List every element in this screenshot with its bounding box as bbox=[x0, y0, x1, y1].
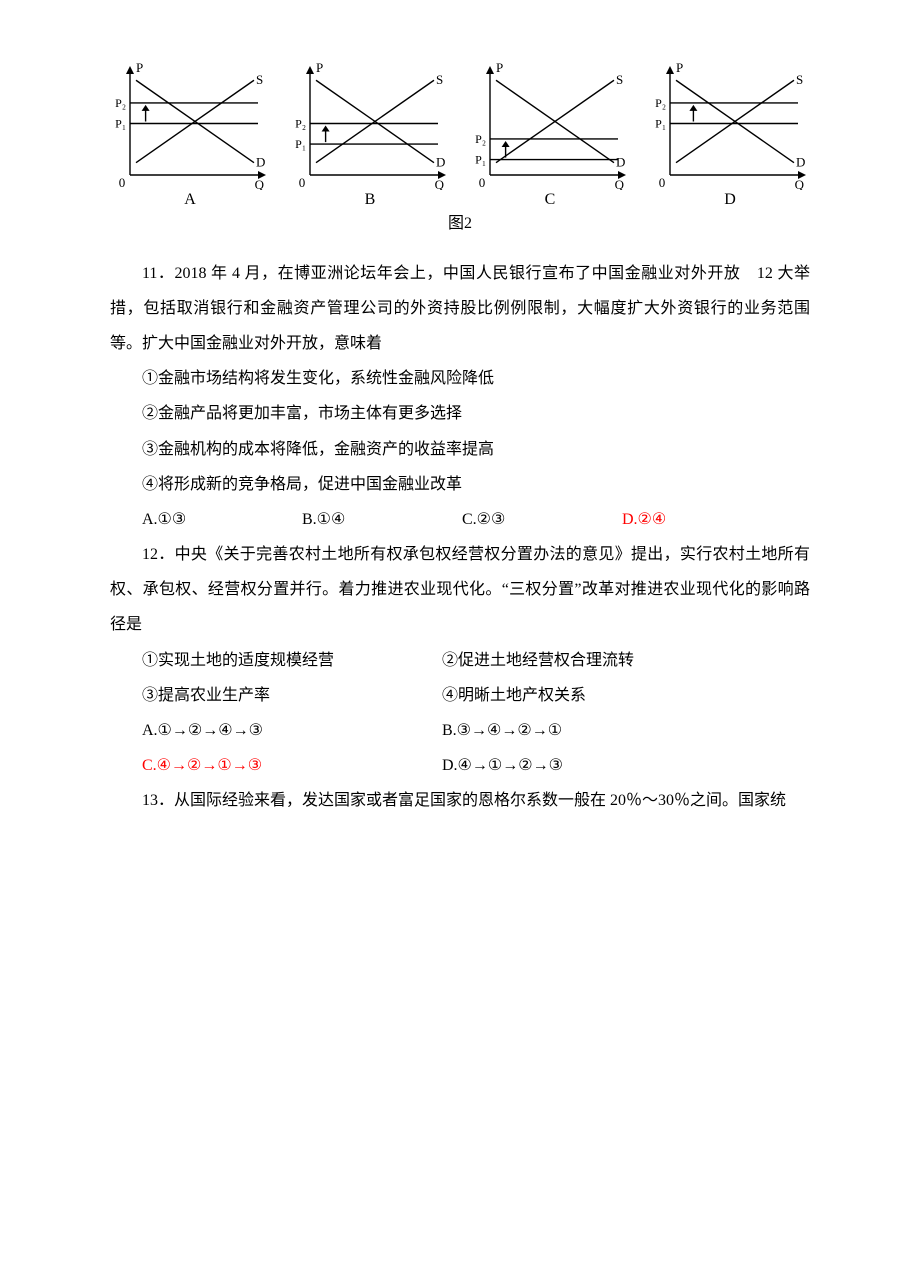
q11-choice-c: C.②③ bbox=[462, 502, 622, 537]
svg-text:P: P bbox=[136, 60, 143, 75]
exam-page: P Q 0 S D P₁ P₂ A P Q 0 S D P₁ P₂ B P Q 0 S D P₁ P₂ C P Q 0 S D P₁ P₂ D… bbox=[0, 0, 920, 859]
svg-text:D: D bbox=[436, 155, 445, 170]
figure-2-charts: P Q 0 S D P₁ P₂ A P Q 0 S D P₁ P₂ B P Q 0 S D P₁ P₂ C P Q 0 S D P₁ P₂ D bbox=[110, 60, 810, 209]
svg-text:P: P bbox=[496, 60, 503, 75]
svg-text:P₁: P₁ bbox=[475, 153, 486, 167]
chart-panel-d: P Q 0 S D P₁ P₂ D bbox=[650, 60, 810, 209]
q12-opts-row2: ③提高农业生产率 ④明晰土地产权关系 bbox=[110, 678, 810, 713]
q11-stem: 11．2018 年 4 月，在博亚洲论坛年会上，中国人民银行宣布了中国金融业对外… bbox=[110, 256, 810, 362]
svg-text:S: S bbox=[256, 72, 263, 87]
q13-stem: 13．从国际经验来看，发达国家或者富足国家的恩格尔系数一般在 20％～30％之间… bbox=[110, 783, 810, 818]
figure-2-caption: 图2 bbox=[110, 213, 810, 235]
svg-text:0: 0 bbox=[299, 175, 306, 190]
svg-text:0: 0 bbox=[659, 175, 666, 190]
svg-text:Q: Q bbox=[435, 177, 445, 190]
q12-o2: ②促进土地经营权合理流转 bbox=[442, 643, 742, 678]
q12-choice-c: C.④→②→①→③ bbox=[142, 748, 442, 783]
q11-o4: ④将形成新的竞争格局，促进中国金融业改革 bbox=[110, 467, 810, 502]
svg-text:P₂: P₂ bbox=[475, 132, 486, 146]
svg-text:P₁: P₁ bbox=[655, 117, 666, 131]
q12-choices-row1: A.①→②→④→③ B.③→④→②→① bbox=[110, 713, 810, 748]
chart-panel-b: P Q 0 S D P₁ P₂ B bbox=[290, 60, 450, 209]
chart-panel-a: P Q 0 S D P₁ P₂ A bbox=[110, 60, 270, 209]
svg-text:Q: Q bbox=[615, 177, 625, 190]
svg-text:D: D bbox=[256, 155, 265, 170]
chart-panel-c: P Q 0 S D P₁ P₂ C bbox=[470, 60, 630, 209]
q11-choice-b: B.①④ bbox=[302, 502, 462, 537]
chart-panel-label: C bbox=[470, 190, 630, 209]
q12-choices-row2: C.④→②→①→③ D.④→①→②→③ bbox=[110, 748, 810, 783]
q11-o1: ①金融市场结构将发生变化，系统性金融风险降低 bbox=[110, 361, 810, 396]
svg-text:S: S bbox=[796, 72, 803, 87]
svg-text:S: S bbox=[616, 72, 623, 87]
q12-o1: ①实现土地的适度规模经营 bbox=[142, 643, 442, 678]
q12-o4: ④明晰土地产权关系 bbox=[442, 678, 742, 713]
svg-text:P₂: P₂ bbox=[655, 96, 666, 110]
q11-choice-d: D.②④ bbox=[622, 502, 666, 537]
q12-stem: 12．中央《关于完善农村土地所有权承包权经营权分置办法的意见》提出，实行农村土地… bbox=[110, 537, 810, 643]
q12-o3: ③提高农业生产率 bbox=[142, 678, 442, 713]
svg-text:D: D bbox=[796, 155, 805, 170]
chart-panel-label: A bbox=[110, 190, 270, 209]
q11-choices: A.①③ B.①④ C.②③ D.②④ bbox=[110, 502, 810, 537]
svg-text:D: D bbox=[616, 155, 625, 170]
svg-text:P₂: P₂ bbox=[115, 96, 126, 110]
svg-text:Q: Q bbox=[255, 177, 265, 190]
svg-text:P: P bbox=[676, 60, 683, 75]
q11-o2: ②金融产品将更加丰富，市场主体有更多选择 bbox=[110, 396, 810, 431]
svg-text:S: S bbox=[436, 72, 443, 87]
svg-text:P₁: P₁ bbox=[295, 137, 306, 151]
svg-text:0: 0 bbox=[119, 175, 126, 190]
svg-text:Q: Q bbox=[795, 177, 805, 190]
q12-choice-d: D.④→①→②→③ bbox=[442, 748, 742, 783]
svg-text:P₂: P₂ bbox=[295, 117, 306, 131]
q12-choice-b: B.③→④→②→① bbox=[442, 713, 742, 748]
svg-text:P₁: P₁ bbox=[115, 117, 126, 131]
q12-choice-a: A.①→②→④→③ bbox=[142, 713, 442, 748]
q11-o3: ③金融机构的成本将降低，金融资产的收益率提高 bbox=[110, 432, 810, 467]
chart-panel-label: B bbox=[290, 190, 450, 209]
svg-text:P: P bbox=[316, 60, 323, 75]
q12-opts-row1: ①实现土地的适度规模经营 ②促进土地经营权合理流转 bbox=[110, 643, 810, 678]
svg-text:0: 0 bbox=[479, 175, 486, 190]
q11-choice-a: A.①③ bbox=[142, 502, 302, 537]
chart-panel-label: D bbox=[650, 190, 810, 209]
